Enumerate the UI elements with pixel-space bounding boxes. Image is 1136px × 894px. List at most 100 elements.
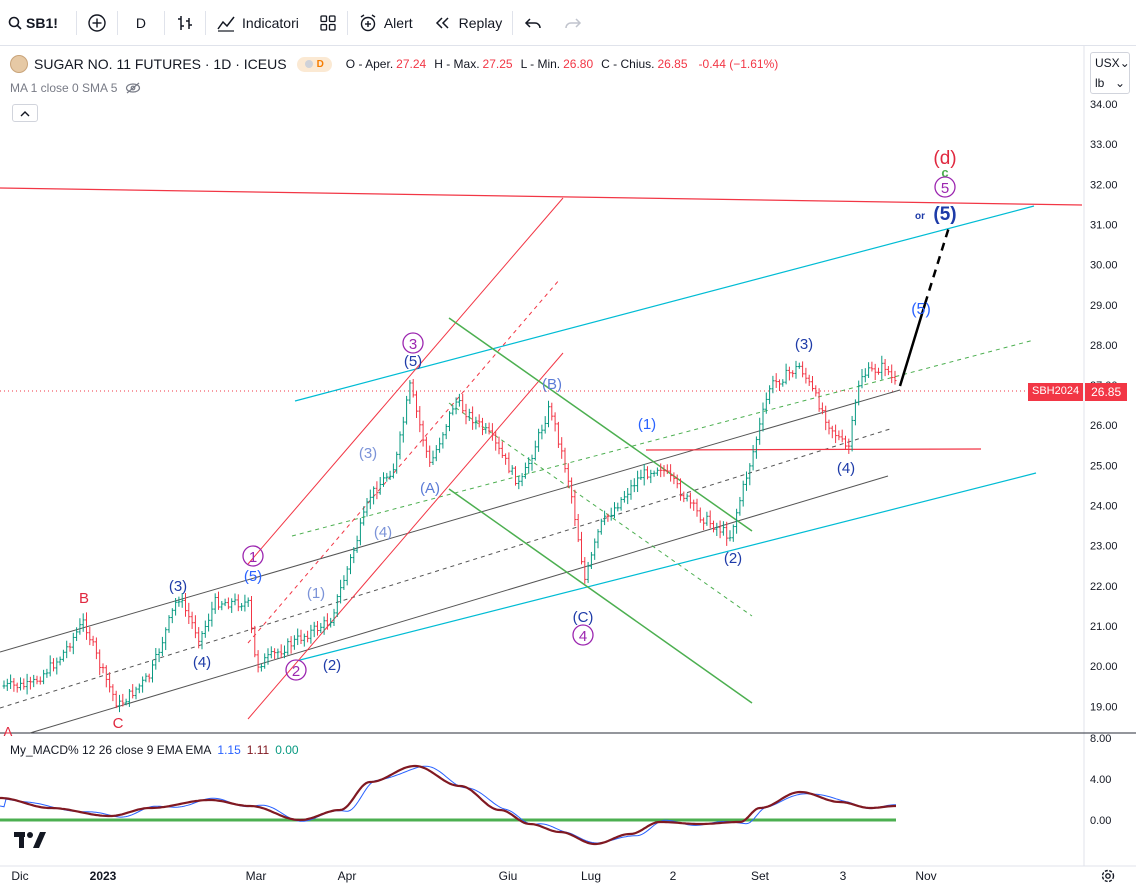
compare-button[interactable] bbox=[77, 0, 117, 45]
ohlc-bar bbox=[352, 547, 356, 564]
ohlc-bar bbox=[573, 489, 577, 527]
ohlc-bar bbox=[556, 421, 560, 448]
ohlc-bar bbox=[137, 683, 141, 694]
ohlc-bar bbox=[398, 431, 402, 460]
currency-unit-select[interactable]: USX ⌄ lb ⌄ bbox=[1090, 52, 1130, 94]
indicators-button[interactable]: Indicatori bbox=[206, 0, 309, 45]
ohlc-bar bbox=[319, 623, 323, 634]
price-tick-label: 33.00 bbox=[1090, 139, 1118, 151]
ohlc-bar bbox=[847, 438, 851, 454]
ohlc-bar bbox=[510, 465, 514, 475]
ohlc-bar bbox=[540, 424, 544, 440]
chart-type-button[interactable] bbox=[165, 0, 205, 45]
upper-channel-line[interactable] bbox=[294, 205, 1035, 402]
ohlc-bar bbox=[599, 518, 603, 535]
wave-label-5-circ: 5 bbox=[941, 180, 949, 197]
red-channel-upper[interactable] bbox=[247, 197, 564, 565]
price-chart[interactable]: 34.0033.0032.0031.0030.0029.0028.0027.00… bbox=[0, 46, 1136, 894]
alert-button[interactable]: Alert bbox=[348, 0, 423, 45]
ohlc-bar bbox=[154, 647, 158, 670]
interval-button[interactable]: D bbox=[118, 0, 164, 45]
interval-label: D bbox=[135, 14, 147, 31]
ohlc-bar bbox=[250, 596, 253, 634]
price-tick-label: 25.00 bbox=[1090, 460, 1118, 472]
ohlc-bar bbox=[642, 464, 646, 486]
ohlc-bar bbox=[705, 511, 709, 526]
ma-indicator-legend[interactable]: MA 1 close 0 SMA 5 bbox=[10, 81, 141, 95]
plus-circle-icon bbox=[88, 13, 106, 32]
ohlc-bar bbox=[296, 628, 300, 646]
green-channel-mid[interactable] bbox=[448, 402, 753, 617]
currency-option[interactable]: USX ⌄ bbox=[1095, 56, 1130, 70]
ohlc-bar bbox=[477, 414, 481, 428]
ohlc-bar bbox=[421, 420, 425, 447]
divider bbox=[75, 10, 77, 35]
collapse-legend-button[interactable] bbox=[12, 104, 38, 122]
ohlc-bar bbox=[457, 393, 461, 407]
ohlc-bar bbox=[444, 424, 448, 440]
chart-area[interactable]: 34.0033.0032.0031.0030.0029.0028.0027.00… bbox=[0, 46, 1136, 894]
ohlc-bar bbox=[873, 363, 877, 381]
macd-legend[interactable]: My_MACD% 12 26 close 9 EMA EMA 1.15 1.11… bbox=[10, 743, 299, 757]
delay-badge[interactable]: D bbox=[296, 56, 332, 72]
ohlc-bar bbox=[731, 524, 735, 542]
horizontal-red-line[interactable] bbox=[645, 448, 982, 451]
ohlc-bar bbox=[580, 531, 583, 565]
ohlc-bar bbox=[652, 470, 656, 477]
gear-icon[interactable] bbox=[1100, 868, 1116, 884]
top-toolbar: SB1! D Indicatori Alert Replay bbox=[0, 0, 1136, 46]
ohlc-bar bbox=[61, 649, 65, 662]
ohlc-bar bbox=[190, 611, 194, 629]
ohlc-bar bbox=[619, 497, 623, 511]
unit-option[interactable]: lb ⌄ bbox=[1095, 76, 1125, 90]
wave-label-4-right: (4) bbox=[837, 460, 855, 477]
wave-label-5-paren: (5) bbox=[933, 204, 956, 225]
projection-dashed[interactable] bbox=[923, 223, 952, 305]
green-channel-upper[interactable] bbox=[448, 317, 753, 532]
ohlc-bar bbox=[85, 612, 88, 640]
ohlc-bar bbox=[45, 668, 49, 678]
resistance-line[interactable] bbox=[0, 187, 1083, 206]
ohlc-bar bbox=[108, 672, 112, 693]
grey-mid-dashed[interactable] bbox=[0, 428, 891, 709]
chevron-up-icon bbox=[20, 110, 30, 116]
undo-button[interactable] bbox=[513, 0, 553, 45]
red-channel-lower[interactable] bbox=[247, 352, 564, 720]
ohlc-bar bbox=[428, 445, 432, 467]
replay-button[interactable]: Replay bbox=[423, 0, 513, 45]
ohlc-bar bbox=[292, 635, 296, 650]
green-channel-lower[interactable] bbox=[448, 488, 753, 704]
ohlc-bar bbox=[279, 644, 283, 659]
ohlc-bar bbox=[203, 620, 207, 638]
status-dot-icon bbox=[304, 60, 313, 68]
divider bbox=[164, 10, 166, 35]
price-tick-label: 31.00 bbox=[1090, 219, 1118, 231]
ohlc-bar bbox=[170, 608, 174, 624]
redo-button[interactable] bbox=[553, 0, 593, 45]
wave-label-1: (1) bbox=[638, 416, 656, 433]
ohlc-bar bbox=[226, 597, 230, 610]
grey-upper-line[interactable] bbox=[0, 389, 901, 653]
ohlc-bar bbox=[514, 466, 517, 486]
ohlc-bar bbox=[566, 463, 570, 489]
ohlc-bar bbox=[718, 520, 722, 539]
current-price-tag: SBH2024 26.85 bbox=[1028, 383, 1128, 401]
lower-channel-line[interactable] bbox=[299, 472, 1037, 661]
ohlc-bar bbox=[342, 575, 346, 590]
wave-label-2-right: (2) bbox=[724, 550, 742, 567]
ohlc-bar bbox=[5, 678, 9, 691]
ohlc-bar bbox=[58, 656, 62, 666]
ohlc-bar bbox=[243, 594, 247, 612]
grey-lower-line[interactable] bbox=[29, 475, 889, 734]
projection-solid[interactable] bbox=[898, 303, 927, 387]
tradingview-logo-icon[interactable] bbox=[14, 832, 46, 848]
symbol-search[interactable]: SB1! bbox=[0, 0, 76, 45]
ohlc-bar bbox=[345, 566, 349, 586]
ohlc-bar bbox=[738, 496, 742, 516]
eye-hidden-icon[interactable] bbox=[125, 82, 141, 94]
ohlc-bar bbox=[418, 406, 422, 433]
ohlc-bar bbox=[362, 506, 366, 526]
time-axis-labels: Dic 2023 Mar Apr Giu Lug 2 Set 3 Nov bbox=[11, 869, 936, 883]
ohlc-bar bbox=[834, 424, 838, 444]
templates-button[interactable] bbox=[309, 0, 347, 45]
